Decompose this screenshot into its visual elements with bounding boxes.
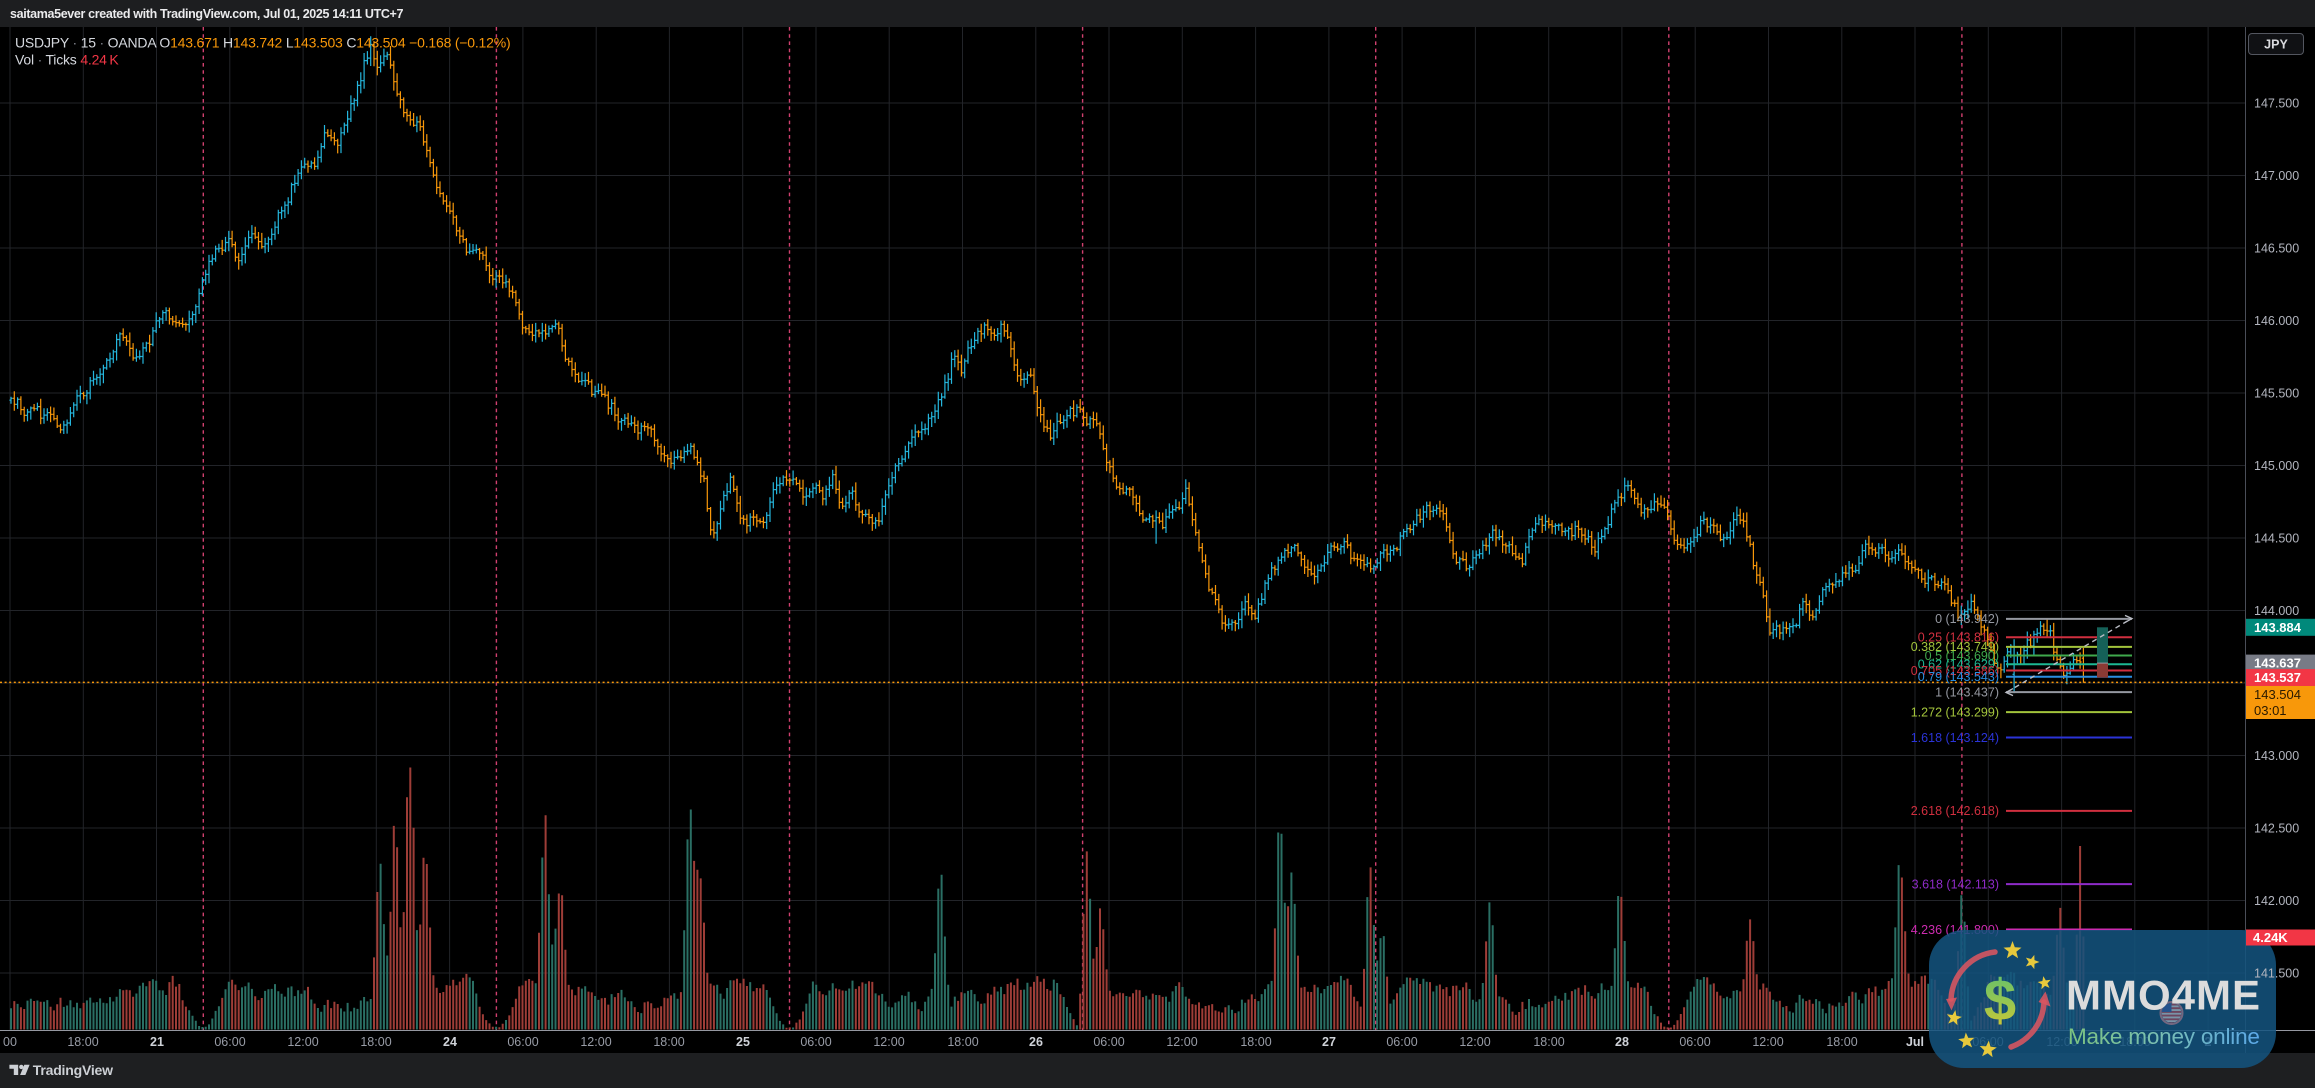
svg-text:USDJPY · 15 · OANDA O143.671: USDJPY · 15 · OANDA O143.671 H143.742 L1… bbox=[15, 35, 510, 51]
svg-text:18:00: 18:00 bbox=[67, 1035, 98, 1049]
svg-text:12:00: 12:00 bbox=[1459, 1035, 1490, 1049]
svg-text:146.000: 146.000 bbox=[2254, 314, 2299, 328]
svg-text:06:00: 06:00 bbox=[1386, 1035, 1417, 1049]
svg-text:3.618 (142.113): 3.618 (142.113) bbox=[1912, 877, 1999, 891]
svg-text:06:00: 06:00 bbox=[800, 1035, 831, 1049]
svg-text:18:00: 18:00 bbox=[360, 1035, 391, 1049]
svg-text:12:00: 12:00 bbox=[287, 1035, 318, 1049]
svg-text:0.79 (143.543): 0.79 (143.543) bbox=[1918, 670, 1999, 684]
svg-text:TradingView: TradingView bbox=[33, 1062, 113, 1078]
svg-text:143.637: 143.637 bbox=[2254, 656, 2301, 671]
svg-text:26: 26 bbox=[1029, 1035, 1043, 1049]
svg-text:06:00: 06:00 bbox=[507, 1035, 538, 1049]
svg-text:21: 21 bbox=[150, 1035, 164, 1049]
svg-text:1 (143.437): 1 (143.437) bbox=[1935, 685, 1999, 699]
svg-text:18:00: 18:00 bbox=[947, 1035, 978, 1049]
svg-text:12:00: 12:00 bbox=[1166, 1035, 1197, 1049]
svg-text:Jul: Jul bbox=[1906, 1035, 1924, 1049]
svg-text:0.25 (143.816): 0.25 (143.816) bbox=[1918, 631, 1999, 645]
svg-text:144.000: 144.000 bbox=[2254, 604, 2299, 618]
svg-text:1.272 (143.299): 1.272 (143.299) bbox=[1911, 705, 1999, 719]
svg-text:145.000: 145.000 bbox=[2254, 459, 2299, 473]
svg-text:0.5 (143.690): 0.5 (143.690) bbox=[1925, 649, 1999, 663]
svg-text:0.382 (143.749): 0.382 (143.749) bbox=[1911, 640, 1999, 654]
svg-text:18:00: 18:00 bbox=[653, 1035, 684, 1049]
svg-text:Vol · Ticks 4.24 K: Vol · Ticks 4.24 K bbox=[15, 52, 119, 68]
svg-text:$: $ bbox=[1984, 968, 2016, 1033]
svg-text:4.24K: 4.24K bbox=[2253, 930, 2288, 945]
svg-text:0 (143.942): 0 (143.942) bbox=[1935, 612, 1999, 626]
svg-text:145.500: 145.500 bbox=[2254, 387, 2299, 401]
svg-text:143.000: 143.000 bbox=[2254, 749, 2299, 763]
svg-text:24: 24 bbox=[443, 1035, 457, 1049]
svg-text:MMO4ME: MMO4ME bbox=[2066, 972, 2261, 1019]
svg-text:143.537: 143.537 bbox=[2254, 670, 2301, 685]
svg-text:2.618 (142.618): 2.618 (142.618) bbox=[1911, 804, 1999, 818]
svg-text:12:00: 12:00 bbox=[580, 1035, 611, 1049]
svg-text:JPY: JPY bbox=[2264, 38, 2288, 52]
svg-text:18:00: 18:00 bbox=[1533, 1035, 1564, 1049]
svg-text:06:00: 06:00 bbox=[1093, 1035, 1124, 1049]
svg-text:1.618 (143.124): 1.618 (143.124) bbox=[1911, 731, 1999, 745]
svg-text:12:00: 12:00 bbox=[873, 1035, 904, 1049]
svg-text:27: 27 bbox=[1322, 1035, 1336, 1049]
svg-text:146.500: 146.500 bbox=[2254, 242, 2299, 256]
svg-text:saitama5ever created with Trad: saitama5ever created with TradingView.co… bbox=[10, 7, 403, 21]
svg-text:142.500: 142.500 bbox=[2254, 822, 2299, 836]
svg-text:147.000: 147.000 bbox=[2254, 169, 2299, 183]
svg-text:18:00: 18:00 bbox=[1240, 1035, 1271, 1049]
svg-text:06:00: 06:00 bbox=[214, 1035, 245, 1049]
svg-text:143.884: 143.884 bbox=[2254, 620, 2302, 635]
svg-text:06:00: 06:00 bbox=[1679, 1035, 1710, 1049]
svg-text:0.705 (143.586): 0.705 (143.586) bbox=[1911, 664, 1999, 678]
svg-text:28: 28 bbox=[1615, 1035, 1629, 1049]
svg-text:25: 25 bbox=[736, 1035, 750, 1049]
svg-text:141.500: 141.500 bbox=[2254, 967, 2299, 981]
svg-text:143.504: 143.504 bbox=[2254, 687, 2301, 702]
svg-text:144.500: 144.500 bbox=[2254, 532, 2299, 546]
svg-text:18:00: 18:00 bbox=[1826, 1035, 1857, 1049]
svg-text:12:00: 12:00 bbox=[1752, 1035, 1783, 1049]
svg-text:03:01: 03:01 bbox=[2254, 703, 2287, 718]
svg-text:00: 00 bbox=[3, 1035, 17, 1049]
svg-text:Make money online: Make money online bbox=[2068, 1024, 2260, 1049]
svg-text:0.62 (143.629): 0.62 (143.629) bbox=[1918, 658, 1999, 672]
svg-text:147.500: 147.500 bbox=[2254, 97, 2299, 111]
svg-text:142.000: 142.000 bbox=[2254, 894, 2299, 908]
